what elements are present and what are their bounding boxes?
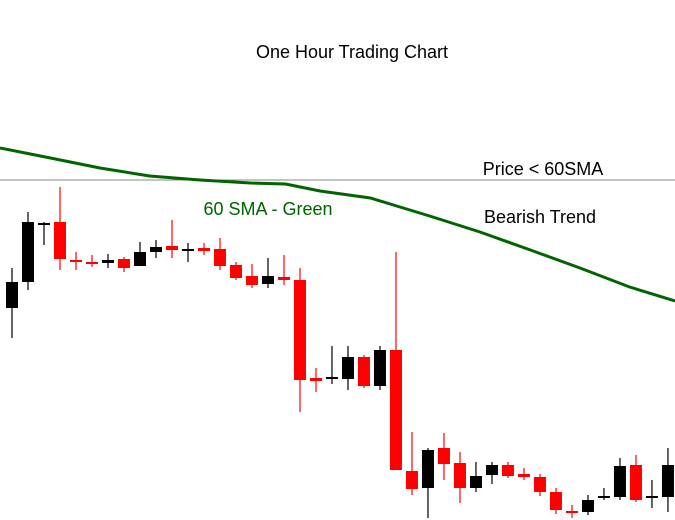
candle-body xyxy=(181,249,194,251)
candle-body xyxy=(597,496,610,498)
candle-body xyxy=(261,276,274,284)
candle-body xyxy=(165,246,178,250)
candle-body xyxy=(133,252,146,266)
candle-body xyxy=(469,476,482,488)
candle-body xyxy=(645,496,658,498)
candle-body xyxy=(197,248,210,251)
candle-body xyxy=(69,260,82,262)
candle-body xyxy=(581,500,594,512)
annotation: Bearish Trend xyxy=(484,207,596,227)
annotation: 60 SMA - Green xyxy=(203,199,332,219)
candle-body xyxy=(357,357,370,386)
candle-body xyxy=(149,247,162,252)
candle-body xyxy=(21,222,34,282)
candle-body xyxy=(661,465,674,497)
candle-body xyxy=(437,448,450,464)
candle-body xyxy=(85,262,98,264)
annotation: Price < 60SMA xyxy=(483,159,604,179)
candle-body xyxy=(373,350,386,386)
candle-body xyxy=(37,223,50,225)
candle-body xyxy=(421,450,434,488)
candle-body xyxy=(549,492,562,510)
candle-body xyxy=(453,463,466,488)
chart-title: One Hour Trading Chart xyxy=(256,42,448,62)
candle-body xyxy=(565,511,578,513)
candle-body xyxy=(309,378,322,381)
candle-body xyxy=(5,282,18,308)
candle-body xyxy=(53,222,66,259)
candle-body xyxy=(341,357,354,379)
candle-body xyxy=(613,466,626,497)
candle-body xyxy=(517,474,530,477)
candle-body xyxy=(389,350,402,470)
candle-body xyxy=(277,277,290,280)
candle-body xyxy=(101,260,114,263)
candle-body xyxy=(629,465,642,500)
candle-body xyxy=(533,477,546,492)
candle-body xyxy=(485,465,498,475)
sma-line xyxy=(0,146,675,303)
candle-body xyxy=(213,249,226,266)
candle-body xyxy=(501,465,514,476)
candle-body xyxy=(229,265,242,278)
candle-body xyxy=(245,276,258,285)
candle-body xyxy=(405,471,418,489)
candle-body xyxy=(117,259,130,268)
candle-body xyxy=(293,280,306,380)
candle-body xyxy=(325,377,338,379)
